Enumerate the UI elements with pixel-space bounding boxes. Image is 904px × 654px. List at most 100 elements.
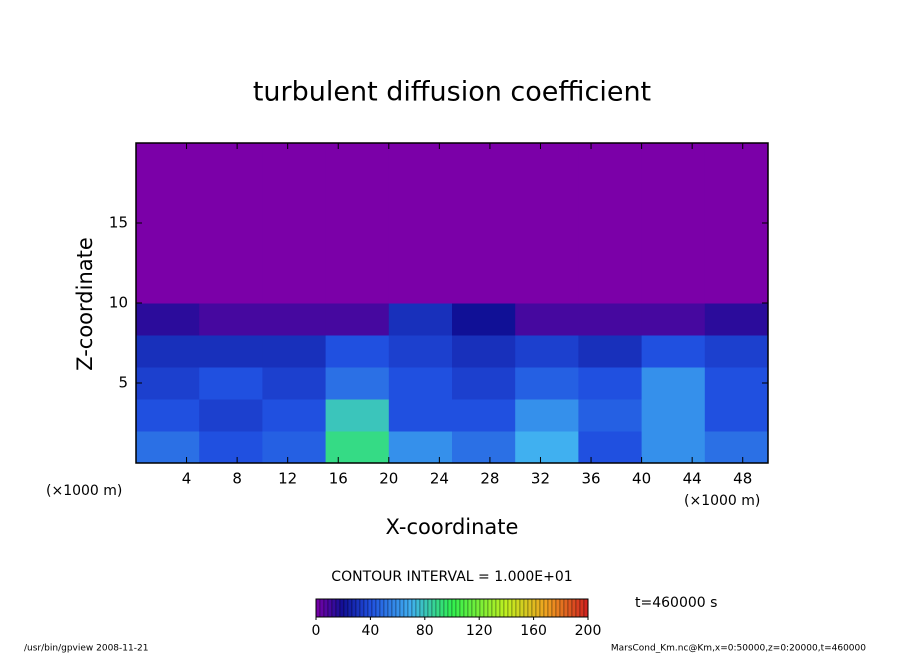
heatmap-cell [388, 335, 453, 368]
heatmap-cell [262, 367, 327, 400]
x-tick-label: 28 [480, 470, 499, 488]
heatmap-cell [515, 335, 579, 368]
heatmap-cell [199, 367, 263, 400]
heatmap-cell [136, 239, 200, 272]
heatmap-cell [641, 303, 706, 336]
x-tick-label: 12 [278, 470, 297, 488]
colorbar-swatch [327, 598, 333, 618]
heatmap-cell [515, 431, 579, 464]
colorbar-swatch [519, 598, 525, 618]
heatmap-cell [452, 271, 516, 304]
heatmap-cell [325, 335, 390, 368]
colorbar-swatch [407, 598, 413, 618]
colorbar-swatch [351, 598, 357, 618]
heatmap-cell [199, 335, 263, 368]
x-tick-label: 20 [379, 470, 398, 488]
colorbar-swatch [483, 598, 489, 618]
heatmap-cell [325, 367, 390, 400]
x-tick-label: 36 [581, 470, 600, 488]
colorbar-swatch [523, 598, 529, 618]
colorbar-swatch [539, 598, 545, 618]
heatmap-cell [578, 143, 643, 176]
heatmap-cell [199, 431, 263, 464]
heatmap-cell [578, 431, 643, 464]
heatmap-cell [136, 207, 200, 240]
colorbar-tick-label: 0 [312, 623, 321, 639]
heatmap-cell [515, 303, 579, 336]
x-unit: (×1000 m) [684, 493, 760, 509]
heatmap-cell [515, 175, 579, 208]
footer-left: /usr/bin/gpview 2008-11-21 [24, 644, 148, 654]
heatmap-cell [578, 271, 643, 304]
heatmap-cell [262, 207, 327, 240]
heatmap-cell [262, 143, 327, 176]
heatmap-cell [199, 239, 263, 272]
heatmap-cell [388, 303, 453, 336]
heatmap-cell [578, 303, 643, 336]
x-tick-label: 24 [430, 470, 449, 488]
heatmap-cell [641, 399, 706, 432]
x-tick-label: 16 [329, 470, 348, 488]
heatmap-cell [704, 175, 769, 208]
colorbar-swatch [567, 598, 573, 618]
heatmap-cell [325, 175, 390, 208]
colorbar-swatch [543, 598, 549, 618]
y-axis-label: Z-coordinate [73, 237, 97, 371]
colorbar-swatch [359, 598, 365, 618]
colorbar-swatch [527, 598, 533, 618]
colorbar-swatch [439, 598, 445, 618]
heatmap-cell [704, 239, 769, 272]
heatmap-cell [704, 335, 769, 368]
colorbar-swatch [331, 598, 337, 618]
heatmap-cell [515, 143, 579, 176]
colorbar-swatch [563, 598, 569, 618]
colorbar-swatch [339, 598, 345, 618]
colorbar-swatch [531, 598, 537, 618]
heatmap-cell [578, 175, 643, 208]
heatmap-cell [704, 303, 769, 336]
contour-interval: CONTOUR INTERVAL = 1.000E+01 [331, 569, 572, 585]
heatmap-cell [199, 399, 263, 432]
colorbar-swatch [475, 598, 481, 618]
x-tick-label: 48 [733, 470, 752, 488]
heatmap-cell [199, 143, 263, 176]
heatmap-cell [641, 271, 706, 304]
heatmap-cell [641, 431, 706, 464]
heatmap-cell [704, 207, 769, 240]
colorbar-swatch [315, 598, 321, 618]
colorbar-frame [315, 598, 589, 618]
footer-right: MarsCond_Km.nc@Km,x=0:50000,z=0:20000,t=… [611, 644, 866, 654]
heatmap-cell [641, 367, 706, 400]
heatmap-cell [704, 143, 769, 176]
x-tick-label: 44 [683, 470, 702, 488]
colorbar-swatch [379, 598, 385, 618]
heatmap-cell [452, 367, 516, 400]
heatmap-cell [136, 303, 200, 336]
colorbar-swatch [471, 598, 477, 618]
heatmap-cell [325, 399, 390, 432]
colorbar-swatch [555, 598, 561, 618]
colorbar-swatch [403, 598, 409, 618]
heatmap-cell [388, 143, 453, 176]
colorbar-swatch [571, 598, 577, 618]
heatmap-cell [388, 271, 453, 304]
heatmap-cell [578, 239, 643, 272]
colorbar-tick-label: 200 [575, 623, 602, 639]
heatmap-cell [136, 143, 200, 176]
time-label: t=460000 s [635, 595, 717, 611]
colorbar-swatch [583, 598, 589, 618]
colorbar-swatch [443, 598, 449, 618]
heatmap-cell [262, 303, 327, 336]
heatmap-cell [578, 207, 643, 240]
heatmap-cell [199, 175, 263, 208]
x-tick-label: 32 [531, 470, 550, 488]
heatmap-cell [136, 335, 200, 368]
heatmap-cell [136, 431, 200, 464]
heatmap-cell [199, 303, 263, 336]
colorbar-swatch [547, 598, 553, 618]
colorbar-tick-label: 120 [466, 623, 493, 639]
heatmap-cell [388, 207, 453, 240]
colorbar-swatch [411, 598, 417, 618]
heatmap-cell [452, 335, 516, 368]
